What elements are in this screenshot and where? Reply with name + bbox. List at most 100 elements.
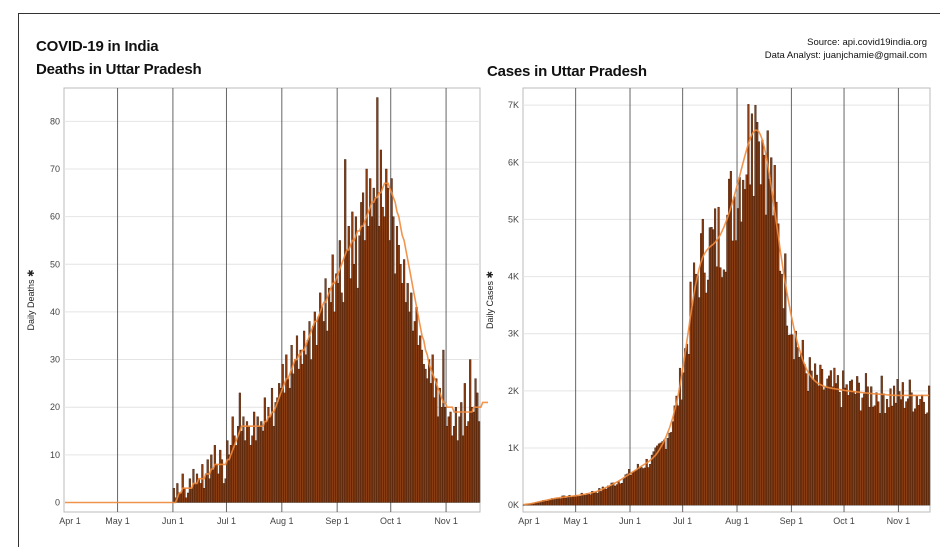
bar [203, 488, 206, 503]
x-tick-label: Sep 1 [325, 516, 349, 526]
bar [276, 397, 279, 503]
analyst-credit: Data Analyst: juanjchamie@gmail.com [764, 50, 927, 61]
bar [270, 387, 274, 503]
x-tick-label: Oct 1 [380, 516, 402, 526]
bar [311, 326, 315, 503]
bar [381, 206, 384, 503]
bar [342, 302, 345, 503]
bar [476, 392, 479, 503]
bar [212, 468, 215, 503]
bar [228, 454, 231, 503]
bar [386, 187, 390, 503]
bar [333, 311, 336, 503]
bar [319, 292, 322, 503]
bar [219, 449, 222, 503]
bar [324, 278, 327, 503]
left-chart-title: Deaths in Uttar Pradesh [36, 61, 202, 78]
y-tick-label: 80 [50, 116, 60, 126]
bar [385, 168, 388, 503]
bar [210, 454, 213, 503]
bar [172, 488, 175, 503]
bar [295, 335, 299, 503]
bar [247, 426, 250, 503]
bar [429, 383, 432, 503]
bar [251, 435, 254, 503]
bar [392, 216, 395, 503]
bar [449, 411, 452, 503]
bar [417, 345, 420, 503]
bar [313, 311, 316, 503]
y-tick-label: 70 [50, 164, 60, 174]
bar [428, 359, 431, 503]
bar [383, 216, 386, 503]
bar [199, 483, 202, 503]
y-tick-label: 20 [50, 402, 60, 412]
bar [224, 478, 227, 503]
bar [335, 273, 338, 503]
bar [360, 202, 363, 503]
bar [265, 421, 268, 503]
bar [426, 378, 429, 503]
bar [440, 407, 443, 503]
bar [294, 359, 297, 503]
y-tick-label: 30 [50, 355, 60, 365]
bar [403, 259, 406, 503]
bar [460, 402, 463, 503]
bar [433, 397, 436, 503]
bar [179, 492, 183, 503]
bar [472, 411, 475, 503]
bar [413, 321, 416, 503]
bar [269, 416, 272, 503]
bar [467, 421, 470, 503]
bar [249, 445, 252, 503]
bar [326, 330, 329, 503]
bar [303, 330, 306, 503]
bar [310, 359, 313, 503]
bar [188, 478, 191, 503]
bar [279, 387, 282, 503]
bar [351, 211, 354, 503]
x-tick-label: May 1 [105, 516, 130, 526]
bar [231, 416, 234, 503]
bar [287, 378, 290, 503]
bar [420, 349, 424, 503]
bar [328, 287, 331, 503]
x-tick-label: Aug 1 [270, 516, 294, 526]
bar [299, 349, 302, 503]
right-chart-title: Cases in Uttar Pradesh [487, 63, 647, 80]
chart-frame [18, 13, 940, 547]
bar [244, 440, 247, 503]
bar [344, 159, 347, 503]
bar [304, 354, 307, 503]
bar [274, 402, 277, 503]
bar [399, 264, 402, 503]
bar [458, 416, 461, 503]
bar [404, 302, 407, 503]
y-tick-label: 40 [50, 307, 60, 317]
bar [411, 330, 415, 503]
bar [438, 387, 441, 503]
bar [288, 387, 291, 503]
bar [372, 187, 375, 503]
bar [442, 349, 445, 503]
y-tick-label: 50 [50, 259, 60, 269]
bar [315, 345, 318, 503]
bar [272, 426, 275, 503]
bar [226, 440, 229, 503]
bar [190, 488, 193, 503]
bar [461, 435, 465, 503]
bar [408, 311, 411, 503]
bar [338, 240, 341, 503]
bar [474, 378, 477, 503]
bar [445, 426, 449, 503]
bar [308, 321, 311, 503]
bar [358, 235, 361, 503]
bar [263, 397, 266, 503]
bar [395, 225, 399, 503]
bar [183, 488, 186, 503]
bar [340, 292, 343, 503]
bar [465, 426, 468, 503]
bar [363, 240, 366, 503]
bar [349, 278, 352, 503]
